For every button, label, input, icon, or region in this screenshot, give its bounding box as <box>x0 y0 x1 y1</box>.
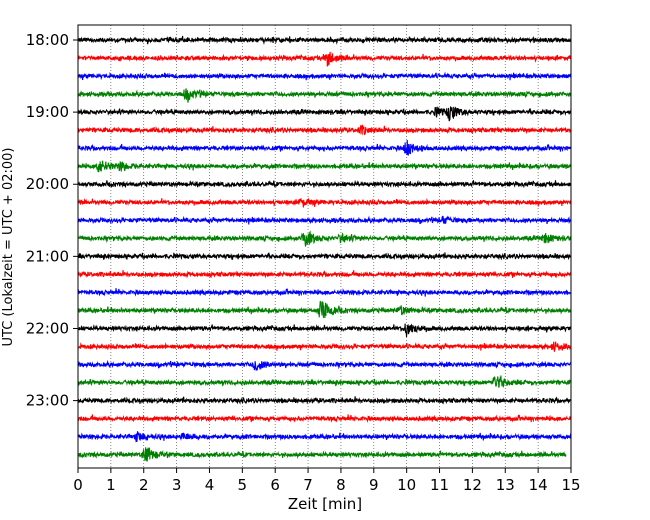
trace-1845 <box>77 88 572 103</box>
trace-2015 <box>77 197 572 208</box>
trace-2200 <box>77 323 572 338</box>
y-axis-label: UTC (Lokalzeit = UTC + 02:00) <box>1 148 16 347</box>
x-tick-label: 11 <box>430 476 449 494</box>
y-tick-label: 19:00 <box>26 103 69 121</box>
x-tick-label: 8 <box>336 476 346 494</box>
x-tick-label: 7 <box>303 476 313 494</box>
trace-1930 <box>77 140 572 156</box>
trace-1945 <box>77 160 572 173</box>
trace-1815 <box>77 51 572 67</box>
x-tick-label: 4 <box>205 476 215 494</box>
trace-2145 <box>77 300 572 318</box>
y-tick-label: 21:00 <box>26 247 69 265</box>
x-axis-label: Zeit [min] <box>288 495 362 513</box>
trace-2230 <box>77 359 572 372</box>
trace-2115 <box>77 270 572 279</box>
trace-2030 <box>77 215 572 225</box>
x-tick-label: 2 <box>139 476 149 494</box>
trace-2330 <box>77 431 572 443</box>
x-tick-label: 3 <box>172 476 182 494</box>
trace-1915 <box>77 124 572 136</box>
trace-1800 <box>77 35 572 45</box>
x-tick-label: 0 <box>73 476 83 494</box>
x-tick-label: 15 <box>561 476 580 494</box>
traces <box>77 35 572 462</box>
x-axis-ticks: 0 1 2 3 4 5 6 7 8 9 10 11 12 13 14 15 <box>73 468 581 494</box>
y-tick-label: 23:00 <box>26 392 69 410</box>
trace-2345 <box>77 447 567 462</box>
x-tick-label: 13 <box>496 476 515 494</box>
grid-lines <box>110 25 539 468</box>
y-tick-label: 20:00 <box>26 175 69 193</box>
x-tick-label: 1 <box>106 476 116 494</box>
x-tick-label: 6 <box>270 476 280 494</box>
trace-2315 <box>77 414 572 423</box>
x-tick-label: 14 <box>529 476 548 494</box>
y-axis-ticks: 18:00 19:00 20:00 21:00 22:00 23:00 <box>26 31 78 410</box>
x-tick-label: 10 <box>397 476 416 494</box>
trace-2045 <box>77 230 572 247</box>
trace-1900 <box>77 106 572 122</box>
trace-2215 <box>77 341 572 352</box>
y-tick-label: 22:00 <box>26 319 69 337</box>
trace-1830 <box>77 71 572 81</box>
trace-2000 <box>77 179 572 189</box>
x-tick-label: 5 <box>238 476 248 494</box>
trace-2100 <box>77 252 572 261</box>
plot-frame <box>77 24 572 469</box>
x-tick-label: 9 <box>369 476 379 494</box>
trace-2245 <box>77 375 572 389</box>
trace-2130 <box>77 288 572 297</box>
y-tick-label: 18:00 <box>26 31 69 49</box>
x-tick-label: 12 <box>463 476 482 494</box>
trace-2300 <box>77 396 572 405</box>
